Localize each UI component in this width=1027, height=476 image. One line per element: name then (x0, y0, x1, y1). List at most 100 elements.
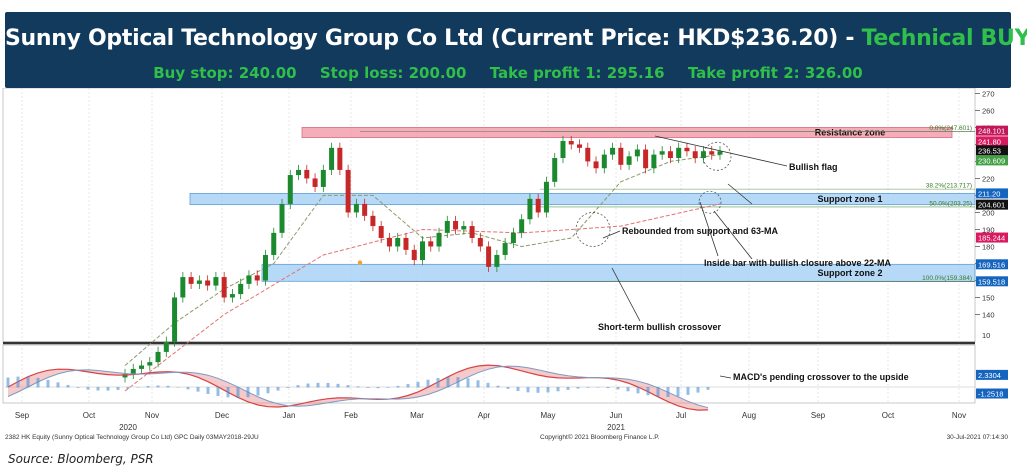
price-label: 248.101 (978, 127, 1005, 136)
price-label: 204.601 (978, 201, 1005, 210)
chart-subtitle: Buy stop: 240.00 Stop loss: 200.00 Take … (5, 64, 1011, 82)
candle-body (411, 249, 417, 261)
price-label-bg (976, 155, 1008, 166)
price-label: 230.609 (978, 156, 1005, 165)
price-label: 185.244 (978, 234, 1005, 243)
price-tick-label: 150 (982, 293, 995, 302)
macd-bar (206, 387, 210, 394)
annotation-circle (702, 141, 732, 171)
macd-bar (306, 383, 310, 388)
macd-bar (246, 387, 250, 398)
chart-footer: 2382 HK Equity (Sunny Optical Technology… (5, 433, 1008, 441)
candle-body (667, 151, 673, 159)
candle-body (329, 147, 335, 170)
annotation-pointer (719, 375, 732, 379)
candle-body (436, 232, 442, 247)
macd-bar (156, 385, 160, 388)
annotation-pointer (654, 135, 788, 167)
candle-body (692, 151, 698, 159)
candle-body (634, 149, 640, 157)
month-label-jun: Jun (610, 411, 623, 420)
macd-label: -1.2518 (978, 390, 1003, 399)
fib-label: 50.0%(203.25) (929, 200, 972, 207)
price-tick-label: 220 (982, 174, 995, 183)
annotation-circle (575, 212, 611, 247)
macd-bar (676, 387, 680, 397)
macd-bar (346, 385, 350, 388)
macd-bar (666, 387, 670, 397)
candle-body (543, 181, 549, 213)
annotation-pointer (713, 210, 753, 260)
macd-bar (566, 387, 570, 390)
month-label-nov: Nov (952, 411, 966, 420)
macd-bar (106, 387, 110, 391)
price-chart: Sep Oct Nov Dec Jan Feb Mar Apr May Jun Jul Aug Sep O… (2, 88, 1008, 441)
candle-body (279, 203, 285, 233)
candle-body (643, 149, 649, 169)
footer-left: 2382 HK Equity (Sunny Optical Technology… (5, 434, 259, 441)
buy-stop-label: Buy stop: 240.00 (153, 64, 297, 82)
take-profit-2-label: Take profit 2: 326.00 (687, 64, 863, 82)
price-tick-label: 260 (982, 106, 995, 115)
annotation-pointer (602, 230, 621, 239)
price-label: 169.516 (978, 260, 1005, 269)
macd-bar (26, 376, 30, 388)
macd-bar (556, 387, 560, 392)
macd-label: 2.3304 (978, 371, 1001, 380)
candle-body (618, 147, 624, 165)
candle-body (717, 151, 723, 155)
macd-bar (186, 387, 190, 390)
candle-body (585, 147, 591, 162)
macd-bar (406, 384, 410, 388)
candles (122, 135, 723, 383)
annotation-pointer (611, 267, 641, 322)
macd-bar (606, 387, 610, 389)
macd-bar (576, 387, 580, 389)
macd-bar (516, 387, 520, 392)
candle-body (659, 151, 665, 155)
macd-label-bg (976, 388, 1008, 399)
annotation-text-3: Short-term bullish crossover (598, 322, 722, 332)
macd-bar (276, 387, 280, 391)
candle-body (502, 243, 508, 255)
candle-body (577, 144, 583, 148)
price-tick-label: 140 (982, 310, 995, 319)
candle-body (320, 169, 326, 187)
candle-body (163, 341, 169, 352)
candle-body (246, 275, 252, 284)
macd-bar (646, 387, 650, 396)
macd-bar (596, 387, 600, 388)
macd-bar (686, 387, 690, 395)
macd-bar (336, 383, 340, 388)
macd-bar (476, 380, 480, 388)
month-label-nov: Nov (145, 411, 159, 420)
candle-body (205, 280, 211, 286)
macd-bar (176, 386, 180, 388)
candle-body (296, 169, 302, 176)
macd-bar (496, 385, 500, 388)
macd-bar (446, 377, 450, 388)
candle-body (626, 156, 632, 165)
annotation-text-2: Inside bar with bullish closure above 22… (704, 258, 892, 268)
candle-body (271, 232, 277, 255)
macd-bar (266, 387, 270, 394)
macd-bar (656, 387, 660, 397)
macd-bar (86, 387, 90, 390)
price-label-bg (976, 259, 1008, 270)
candle-body (535, 198, 541, 213)
candle-body (254, 275, 260, 281)
candle-body (287, 175, 293, 204)
candle-body (519, 219, 525, 233)
month-label-jul: Jul (676, 411, 686, 420)
zone-label-0: Resistance zone (815, 128, 886, 138)
macd-bar (136, 387, 140, 388)
annotation-circles (357, 141, 732, 265)
macd-bar (376, 387, 380, 389)
macd-bar (366, 387, 370, 388)
footer-center: Copyright© 2021 Bloomberg Finance L.P. (540, 433, 660, 441)
candle-body (403, 237, 409, 250)
fib-label: 0.0%(247.601) (929, 125, 972, 132)
macd-bar (196, 387, 200, 392)
month-axis: Sep Oct Nov Dec Jan Feb Mar Apr May Jun Jul Aug Sep O… (15, 88, 966, 432)
